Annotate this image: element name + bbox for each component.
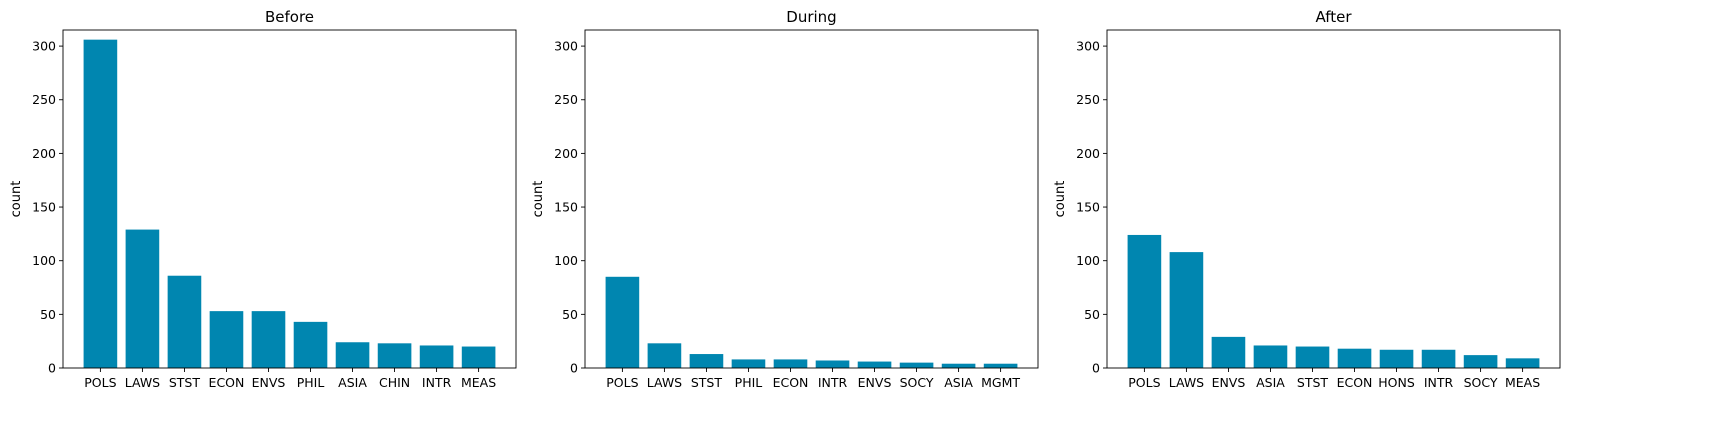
x-tick-label-stst: STST bbox=[169, 375, 201, 390]
bar-intr bbox=[815, 360, 850, 368]
bar-intr bbox=[419, 345, 454, 368]
x-tick-label-intr: INTR bbox=[422, 375, 452, 390]
bar-asia bbox=[941, 363, 976, 368]
bar-laws bbox=[647, 343, 682, 368]
subplot-during: 0 50 100 150 200 250 300 POLS LAWS STST PHIL ECON IN… bbox=[531, 8, 1039, 390]
bar-envs bbox=[251, 311, 286, 368]
y-tick-label: 200 bbox=[32, 146, 56, 161]
x-tick-label-econ: ECON bbox=[209, 375, 245, 390]
x-tick-label-hons: HONS bbox=[1378, 375, 1415, 390]
bar-envs bbox=[857, 361, 892, 368]
x-tick-label-intr: INTR bbox=[818, 375, 848, 390]
x-tick-label-pols: POLS bbox=[1128, 375, 1160, 390]
y-tick-label: 150 bbox=[1076, 200, 1100, 215]
subplot-title: Before bbox=[265, 8, 314, 26]
y-tick-label: 150 bbox=[32, 200, 56, 215]
x-tick-label-econ: ECON bbox=[1337, 375, 1373, 390]
y-tick-label: 100 bbox=[554, 253, 578, 268]
bar-envs bbox=[1211, 336, 1246, 368]
bar-econ bbox=[1337, 348, 1372, 368]
bar-mgmt bbox=[983, 363, 1018, 368]
bar-phil bbox=[293, 321, 328, 368]
bar-pols bbox=[83, 39, 118, 368]
y-tick-label: 300 bbox=[32, 39, 56, 54]
bar-meas bbox=[461, 346, 496, 368]
y-tick-label: 50 bbox=[1084, 307, 1100, 322]
y-tick-label: 250 bbox=[554, 92, 578, 107]
x-tick-label-meas: MEAS bbox=[461, 375, 496, 390]
bar-stst bbox=[1295, 346, 1330, 368]
y-axis-label: count bbox=[531, 181, 546, 218]
x-tick-label-laws: LAWS bbox=[647, 375, 682, 390]
x-tick-label-laws: LAWS bbox=[1169, 375, 1204, 390]
bar-stst bbox=[689, 354, 724, 368]
x-tick-label-laws: LAWS bbox=[125, 375, 160, 390]
bar-phil bbox=[731, 359, 766, 368]
subplot-after: 0 50 100 150 200 250 300 POLS LAWS ENVS ASIA STST EC… bbox=[1053, 8, 1561, 390]
y-tick-label: 150 bbox=[554, 200, 578, 215]
x-tick-label-pols: POLS bbox=[84, 375, 116, 390]
x-tick-label-asia: ASIA bbox=[944, 375, 973, 390]
bar-pols bbox=[1127, 234, 1162, 368]
x-tick-label-envs: ENVS bbox=[252, 375, 286, 390]
x-tick-label-phil: PHIL bbox=[735, 375, 763, 390]
x-tick-label-stst: STST bbox=[1297, 375, 1329, 390]
y-tick-label: 0 bbox=[570, 361, 578, 376]
y-tick-label: 50 bbox=[40, 307, 56, 322]
bar-pols bbox=[605, 276, 640, 368]
bar-hons bbox=[1379, 349, 1414, 368]
axes-frame bbox=[62, 29, 517, 369]
bar-laws bbox=[1169, 252, 1204, 368]
y-tick-label: 250 bbox=[1076, 92, 1100, 107]
x-tick-label-meas: MEAS bbox=[1505, 375, 1540, 390]
bar-econ bbox=[209, 311, 244, 368]
axes-frame bbox=[1106, 29, 1561, 369]
x-tick-label-stst: STST bbox=[691, 375, 723, 390]
x-tick-label-asia: ASIA bbox=[338, 375, 367, 390]
y-tick-label: 0 bbox=[1092, 361, 1100, 376]
x-tick-label-phil: PHIL bbox=[297, 375, 325, 390]
x-tick-label-intr: INTR bbox=[1424, 375, 1454, 390]
y-tick-label: 250 bbox=[32, 92, 56, 107]
y-tick-label: 50 bbox=[562, 307, 578, 322]
subplot-before: 0 50 100 150 200 250 300 POLS LAWS STST ECON ENVS PH… bbox=[9, 8, 517, 390]
x-tick-label-envs: ENVS bbox=[1212, 375, 1246, 390]
y-tick-label: 200 bbox=[554, 146, 578, 161]
y-tick-label: 300 bbox=[554, 39, 578, 54]
x-tick-label-socy: SOCY bbox=[1464, 375, 1498, 390]
bar-asia bbox=[1253, 345, 1288, 368]
y-tick-label: 300 bbox=[1076, 39, 1100, 54]
y-axis-label: count bbox=[1053, 181, 1068, 218]
bar-econ bbox=[773, 359, 808, 368]
y-tick-label: 200 bbox=[1076, 146, 1100, 161]
bar-socy bbox=[1463, 355, 1498, 368]
y-tick-label: 100 bbox=[1076, 253, 1100, 268]
axes-frame bbox=[584, 29, 1039, 369]
bar-laws bbox=[125, 229, 160, 368]
x-tick-label-socy: SOCY bbox=[900, 375, 934, 390]
y-tick-label: 100 bbox=[32, 253, 56, 268]
bar-stst bbox=[167, 275, 202, 368]
subplot-title: During bbox=[786, 8, 836, 26]
x-tick-label-chin: CHIN bbox=[379, 375, 410, 390]
x-tick-label-econ: ECON bbox=[773, 375, 809, 390]
bar-intr bbox=[1421, 349, 1456, 368]
x-tick-label-asia: ASIA bbox=[1256, 375, 1285, 390]
y-tick-label: 0 bbox=[48, 361, 56, 376]
bar-socy bbox=[899, 362, 934, 368]
bar-meas bbox=[1505, 358, 1540, 368]
x-tick-label-envs: ENVS bbox=[858, 375, 892, 390]
bar-chin bbox=[377, 343, 412, 368]
bar-asia bbox=[335, 342, 370, 368]
y-axis-label: count bbox=[9, 181, 24, 218]
subplot-title: After bbox=[1315, 8, 1352, 26]
x-tick-label-mgmt: MGMT bbox=[981, 375, 1020, 390]
x-tick-label-pols: POLS bbox=[606, 375, 638, 390]
